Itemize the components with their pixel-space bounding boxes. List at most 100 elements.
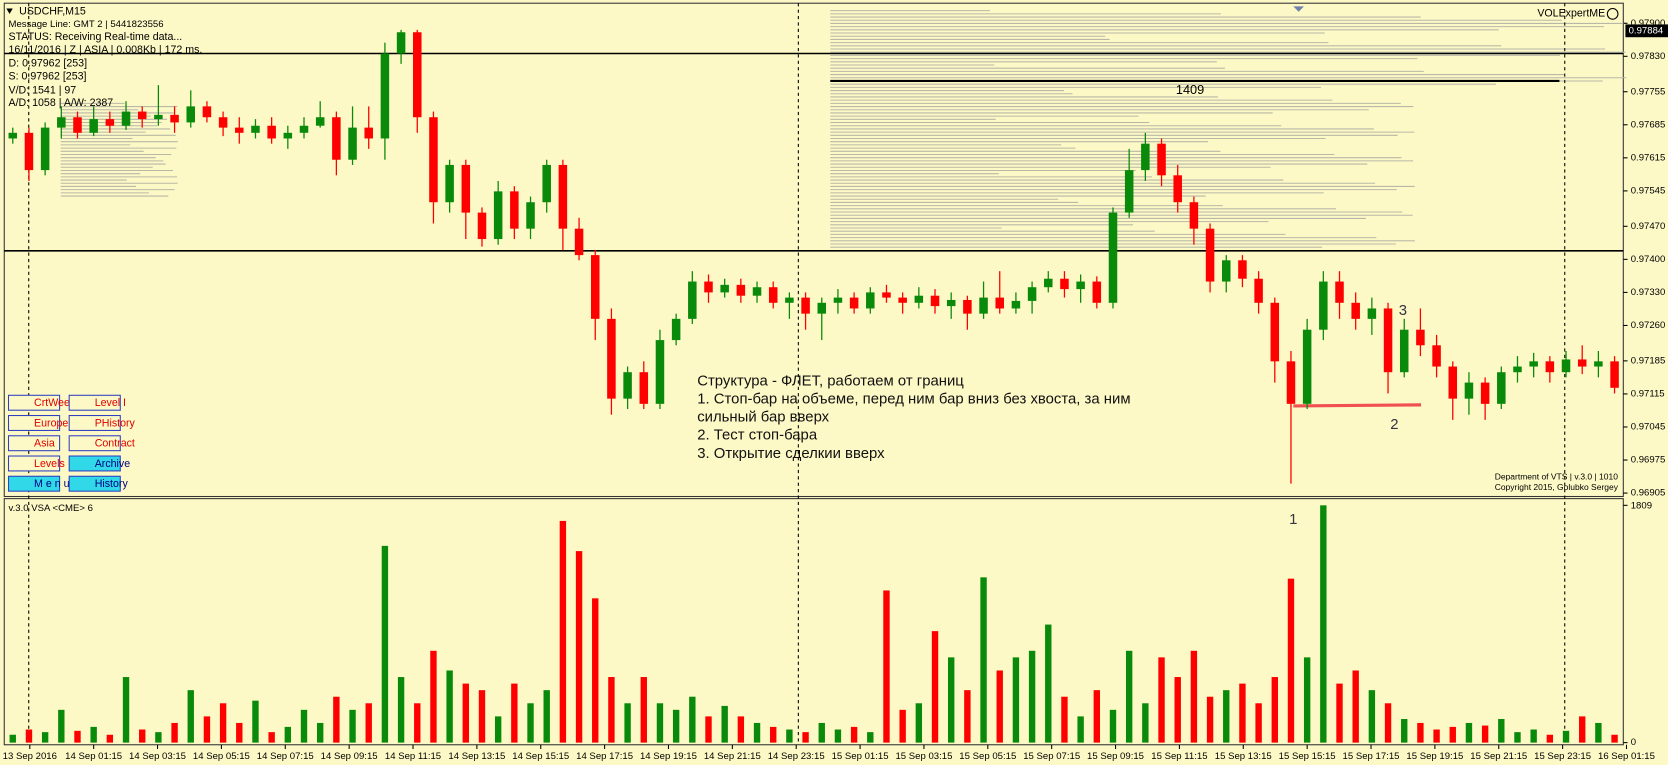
candle-body (24, 132, 34, 171)
marker-label: 1 (1289, 512, 1297, 528)
candle-body (267, 125, 276, 139)
button-label[interactable]: Asia (34, 438, 55, 450)
y-tick-label: 1809 (1631, 501, 1652, 512)
button[interactable]: Europe (7, 414, 69, 431)
button[interactable]: Level I (68, 394, 126, 411)
button[interactable]: Archive (68, 455, 131, 472)
y-tick-label: 0.97045 (1631, 422, 1666, 433)
button-label[interactable]: PHistory (95, 417, 136, 429)
volume-bar (850, 726, 858, 743)
volume-bar (575, 551, 583, 743)
candle-body (396, 32, 406, 54)
candle-body (574, 228, 584, 256)
y-tick-label: 0.97185 (1631, 355, 1666, 366)
volume-bar (171, 722, 178, 743)
volume-bar (1368, 690, 1376, 743)
volume-bar (867, 732, 874, 743)
button[interactable]: M e n u (7, 475, 70, 492)
candle-body (121, 111, 131, 126)
button-frame[interactable] (68, 435, 121, 452)
volume-bar (1611, 734, 1618, 743)
x-tick-label: 14 Sep 11:15 (385, 751, 441, 762)
volume-bar (268, 732, 275, 743)
button-label[interactable]: Levels (34, 458, 65, 470)
volume-bar (948, 657, 955, 743)
brand-icon (1606, 7, 1619, 20)
x-tick-label: 14 Sep 03:15 (129, 751, 186, 762)
candle-body (768, 287, 778, 303)
button-label[interactable]: Contract (95, 438, 135, 450)
candle-body (1238, 260, 1247, 279)
candle-body (1529, 361, 1538, 367)
button[interactable]: Levels (7, 455, 65, 472)
button-label[interactable]: M e n u (34, 478, 70, 490)
header-line: A/D: 1058 | A/W: 2387 (9, 97, 114, 109)
y-tick-label: 0.96975 (1631, 455, 1666, 466)
button-frame[interactable] (68, 414, 121, 431)
button[interactable]: CrtWeek (7, 394, 76, 411)
volume-bar (430, 650, 437, 743)
candle-body (1286, 361, 1296, 404)
candle-body (251, 125, 260, 133)
button-frame[interactable] (7, 394, 61, 411)
volume-bar (1012, 657, 1020, 743)
header-line: STATUS: Receiving Real-time data... (9, 31, 183, 43)
volume-panel (3, 498, 1624, 746)
button-label[interactable]: Europe (34, 417, 68, 429)
volume-bar (414, 703, 421, 743)
button-frame[interactable] (7, 475, 61, 492)
button-frame[interactable] (68, 475, 121, 492)
volume-bar (90, 726, 97, 743)
button-frame[interactable] (68, 394, 121, 411)
candle-body (801, 297, 810, 314)
candle-body (218, 117, 228, 128)
candle-body (1254, 278, 1263, 303)
x-tick-label: 15 Sep 05:15 (959, 751, 1016, 762)
candle-body (413, 32, 422, 118)
y-tick-label: 0.97830 (1631, 51, 1666, 62)
header: USDCHF,M15 Message Line: GMT 2 | 5441823… (6, 6, 1619, 109)
button[interactable]: Asia (7, 435, 61, 452)
y-tick-label: 0.96905 (1631, 488, 1666, 499)
volume-title: v.3.0 VSA <CME> 6 (9, 503, 93, 514)
volume-bar (25, 729, 33, 743)
volume-bar (41, 732, 49, 743)
button-label[interactable]: Archive (95, 458, 131, 470)
volume-bar (381, 545, 389, 743)
button-label[interactable]: Level I (95, 397, 126, 409)
candle-body (526, 202, 535, 229)
symbol: USDCHF,M15 (19, 6, 86, 18)
volume-bar (1417, 722, 1424, 743)
button-label[interactable]: CrtWeek (34, 397, 76, 409)
volume-bar (1514, 732, 1521, 743)
candle-body (736, 284, 746, 296)
candle-body (817, 302, 827, 314)
button-frame[interactable] (7, 414, 61, 431)
candle-body (1205, 228, 1215, 282)
candle-body (1044, 278, 1053, 288)
button[interactable]: History (68, 475, 129, 492)
candle-body (930, 295, 940, 307)
footer: Department of VTS | v.3.0 | 1010 (1495, 472, 1619, 482)
button-label[interactable]: History (95, 478, 129, 490)
volume-bar (1481, 725, 1489, 743)
button[interactable]: PHistory (68, 414, 136, 431)
footer: Copyright 2015, Golubko Sergey (1495, 482, 1619, 492)
candle-body (639, 372, 649, 404)
candle-body (332, 117, 341, 160)
test-line (1293, 403, 1422, 408)
x-tick-label: 14 Sep 07:15 (257, 751, 314, 762)
candle-body (1157, 143, 1166, 176)
annotation-line: 1. Стоп-бар на объеме, перед ним бар вни… (697, 391, 1130, 407)
button-frame[interactable] (7, 455, 61, 472)
volume-bar (996, 670, 1003, 743)
button-frame[interactable] (7, 435, 61, 452)
last-price: 0.97884 (1629, 25, 1664, 36)
y-tick-label: 0.97400 (1631, 254, 1666, 265)
button[interactable]: Contract (68, 435, 135, 452)
candle-body (1594, 361, 1603, 367)
button-frame[interactable] (68, 455, 121, 472)
candle-body (1302, 329, 1312, 404)
candle-body (137, 111, 147, 120)
